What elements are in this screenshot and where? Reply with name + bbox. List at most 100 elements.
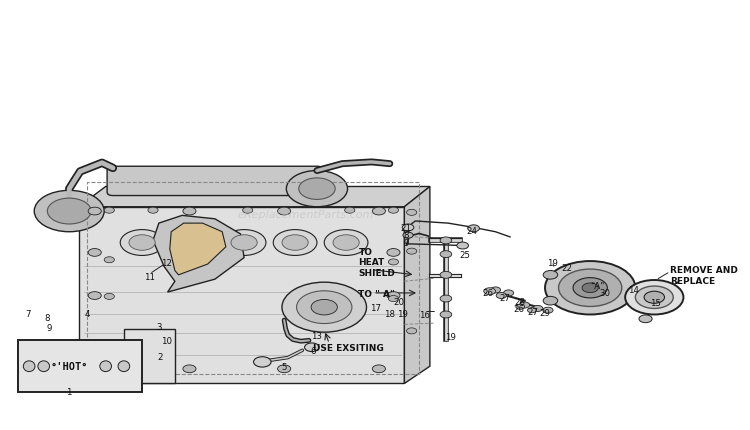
Circle shape xyxy=(639,315,652,323)
Circle shape xyxy=(388,259,398,265)
Circle shape xyxy=(298,178,335,200)
Circle shape xyxy=(543,307,553,313)
Circle shape xyxy=(254,357,271,367)
Text: 1: 1 xyxy=(67,387,72,396)
Circle shape xyxy=(387,249,400,257)
Ellipse shape xyxy=(38,361,50,372)
Circle shape xyxy=(635,286,674,309)
Text: 4: 4 xyxy=(85,310,90,318)
Circle shape xyxy=(104,294,115,300)
Circle shape xyxy=(88,365,101,373)
Circle shape xyxy=(559,270,622,307)
Text: eReplacementParts.com: eReplacementParts.com xyxy=(238,210,374,220)
Circle shape xyxy=(545,261,635,315)
Polygon shape xyxy=(18,341,142,392)
Text: 12: 12 xyxy=(160,259,172,267)
Circle shape xyxy=(333,235,359,251)
Text: 29: 29 xyxy=(539,309,550,317)
Text: TO " A": TO " A" xyxy=(358,290,395,298)
Circle shape xyxy=(180,235,206,251)
Circle shape xyxy=(527,308,536,313)
Circle shape xyxy=(372,365,386,373)
Text: 2: 2 xyxy=(158,353,163,361)
Text: 25: 25 xyxy=(459,250,470,259)
Polygon shape xyxy=(79,207,404,384)
Polygon shape xyxy=(79,187,430,207)
Text: 7: 7 xyxy=(25,310,31,318)
Circle shape xyxy=(582,283,598,293)
FancyBboxPatch shape xyxy=(107,167,322,196)
Circle shape xyxy=(345,208,355,214)
Text: 24: 24 xyxy=(466,226,477,235)
Circle shape xyxy=(402,224,414,231)
Text: 16: 16 xyxy=(419,310,430,319)
Circle shape xyxy=(171,230,215,256)
Circle shape xyxy=(440,272,452,279)
Circle shape xyxy=(644,292,664,304)
Text: 26: 26 xyxy=(483,289,494,298)
Text: 19: 19 xyxy=(547,259,558,267)
Text: 6: 6 xyxy=(310,346,316,355)
Circle shape xyxy=(372,208,386,215)
Circle shape xyxy=(503,290,514,296)
Circle shape xyxy=(88,292,101,300)
Text: 30: 30 xyxy=(599,289,610,298)
Text: 3: 3 xyxy=(156,322,161,331)
Circle shape xyxy=(490,287,500,293)
Circle shape xyxy=(104,208,115,214)
Circle shape xyxy=(273,230,317,256)
Circle shape xyxy=(532,306,543,312)
Circle shape xyxy=(406,249,417,255)
Ellipse shape xyxy=(100,361,112,372)
Text: 19: 19 xyxy=(445,332,456,341)
Circle shape xyxy=(183,208,196,215)
Circle shape xyxy=(88,208,101,215)
Circle shape xyxy=(296,291,352,324)
Circle shape xyxy=(388,208,398,214)
Circle shape xyxy=(516,304,524,310)
Circle shape xyxy=(403,233,413,239)
Circle shape xyxy=(47,199,91,224)
Text: °'HOT°: °'HOT° xyxy=(50,361,88,372)
Circle shape xyxy=(496,293,506,299)
Circle shape xyxy=(243,208,253,214)
Text: 21: 21 xyxy=(400,224,411,232)
Circle shape xyxy=(406,210,417,216)
Circle shape xyxy=(388,296,398,302)
Circle shape xyxy=(387,292,400,300)
Text: 27: 27 xyxy=(528,307,538,316)
Text: 27: 27 xyxy=(500,293,511,302)
Ellipse shape xyxy=(23,361,35,372)
Circle shape xyxy=(120,230,164,256)
Text: 26: 26 xyxy=(513,304,524,313)
Circle shape xyxy=(457,243,469,249)
Circle shape xyxy=(278,208,291,215)
Circle shape xyxy=(440,237,452,244)
Text: TO
HEAT
SHIELD: TO HEAT SHIELD xyxy=(358,247,395,277)
Text: 15: 15 xyxy=(650,298,662,307)
Text: 10: 10 xyxy=(160,336,172,345)
Text: 18: 18 xyxy=(384,310,395,318)
Circle shape xyxy=(183,365,196,373)
Circle shape xyxy=(626,280,683,315)
Text: 8: 8 xyxy=(403,230,409,239)
Text: 9: 9 xyxy=(404,238,409,247)
Text: 13: 13 xyxy=(311,331,322,340)
Circle shape xyxy=(311,300,338,315)
Polygon shape xyxy=(170,224,226,275)
Text: 9: 9 xyxy=(46,323,53,332)
Polygon shape xyxy=(153,216,244,292)
Circle shape xyxy=(282,283,367,332)
Polygon shape xyxy=(124,329,175,383)
Circle shape xyxy=(278,365,291,373)
Text: 5: 5 xyxy=(281,362,287,371)
Circle shape xyxy=(468,225,479,232)
Circle shape xyxy=(304,343,320,352)
Circle shape xyxy=(543,271,558,280)
Circle shape xyxy=(88,249,101,257)
Text: USE EXSITING: USE EXSITING xyxy=(314,343,384,352)
Text: 22: 22 xyxy=(561,263,572,272)
Circle shape xyxy=(104,257,115,263)
Circle shape xyxy=(440,251,452,258)
Text: 8: 8 xyxy=(44,314,50,322)
